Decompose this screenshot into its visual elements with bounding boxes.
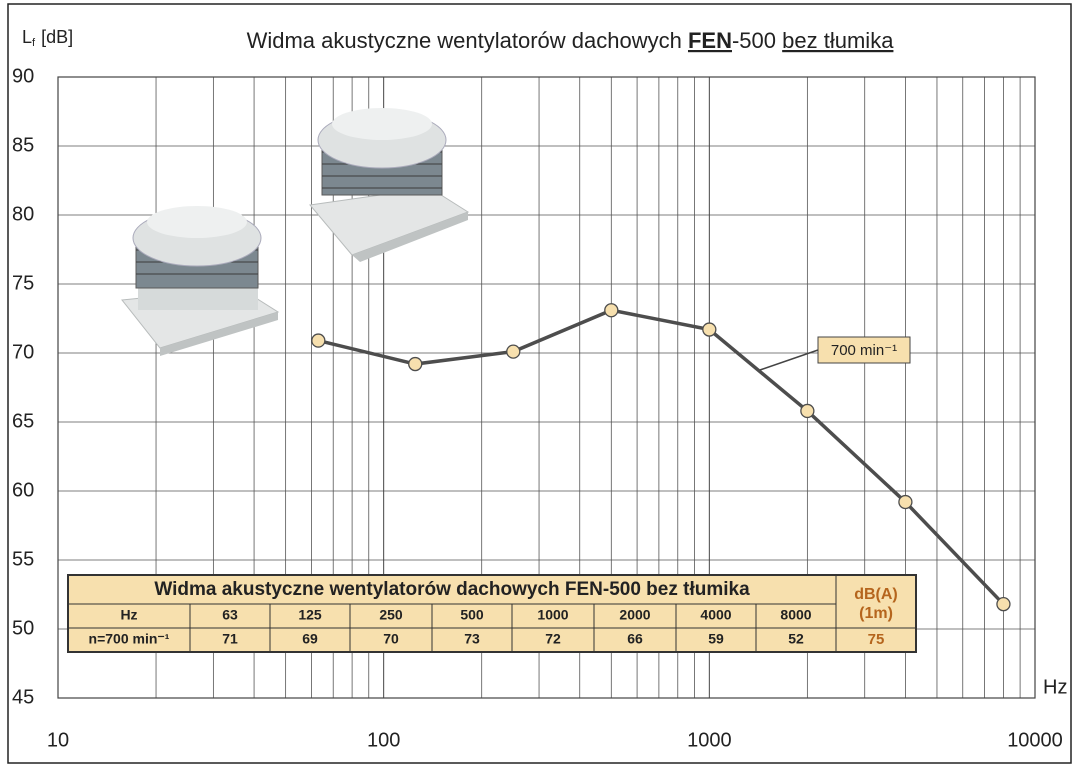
y-tick-label: 60	[12, 479, 34, 501]
y-tick-label: 65	[12, 410, 34, 432]
y-label-symbol: L	[22, 27, 32, 47]
data-point	[702, 322, 717, 337]
y-label-subscript: f	[32, 37, 36, 49]
frame	[7, 3, 1072, 764]
x-tick-label: 1000	[687, 729, 732, 751]
title-suffix: bez tłumika	[782, 28, 894, 53]
plot	[311, 303, 1011, 612]
table-header-cell: 4000	[700, 607, 731, 623]
table-header-cell: 63	[222, 607, 238, 623]
data-point	[996, 597, 1011, 612]
legend-box	[817, 336, 911, 364]
table-title: Widma akustyczne wentylatorów dachowych …	[154, 579, 750, 600]
table-header-cell: 1000	[537, 607, 568, 623]
y-tick-label: 45	[12, 686, 34, 708]
table-cell: 70	[383, 631, 399, 647]
table-cell: 66	[627, 631, 643, 647]
y-tick-label: 90	[12, 65, 34, 87]
y-tick-label: 80	[12, 203, 34, 225]
data-point	[800, 403, 815, 419]
y-tick-label: 70	[12, 341, 34, 363]
table-cell: 73	[464, 631, 480, 647]
table-cell: 71	[222, 631, 238, 647]
table-header-cell: 2000	[619, 607, 650, 623]
y-tick-label: 55	[12, 548, 34, 570]
title-text: Widma akustyczne wentylatorów dachowych	[247, 28, 682, 53]
data-point	[898, 494, 913, 510]
chart-title: Widma akustyczne wentylatorów dachowych …	[247, 28, 895, 53]
y-label-unit: [dB]	[41, 27, 73, 47]
data-point	[506, 344, 521, 359]
table-total: 75	[868, 631, 885, 648]
table-cell: 52	[788, 631, 804, 647]
title-model: -500	[732, 28, 776, 53]
x-tick-label: 10	[47, 729, 69, 751]
x-tick-label: 100	[367, 729, 400, 751]
table-background	[67, 574, 917, 653]
y-tick-label: 85	[12, 134, 34, 156]
data-point	[604, 303, 619, 318]
y-tick-label: 75	[12, 272, 34, 294]
table-header-cell: Hz	[120, 607, 137, 623]
legend-label: 700 min⁻¹	[831, 342, 897, 359]
x-tick-label: 10000	[1007, 729, 1063, 751]
table-header-cell: 500	[460, 607, 484, 623]
table-cell: 59	[708, 631, 724, 647]
table-total-header: (1m)	[859, 605, 893, 622]
plot-area	[57, 76, 1036, 699]
x-axis-label: Hz	[1043, 676, 1067, 698]
legend-leader	[759, 349, 819, 371]
table-total-header: dB(A)	[854, 586, 898, 603]
table-cell: n=700 min⁻¹	[89, 631, 170, 647]
data-line	[317, 308, 1005, 606]
data-table: Widma akustyczne wentylatorów dachowych …	[67, 574, 917, 653]
table-header-cell: 250	[379, 607, 403, 623]
table-header-cell: 125	[298, 607, 322, 623]
fan-illustration	[309, 108, 470, 262]
table-cell: 69	[302, 631, 318, 647]
table-cell: 72	[545, 631, 561, 647]
y-axis-label: Lf [dB]	[22, 27, 73, 49]
fan-illustration	[121, 206, 280, 356]
title-brand: FEN	[688, 28, 732, 53]
data-point	[311, 333, 326, 348]
table-header-cell: 8000	[780, 607, 811, 623]
y-tick-label: 50	[12, 617, 34, 639]
data-point	[408, 356, 423, 372]
